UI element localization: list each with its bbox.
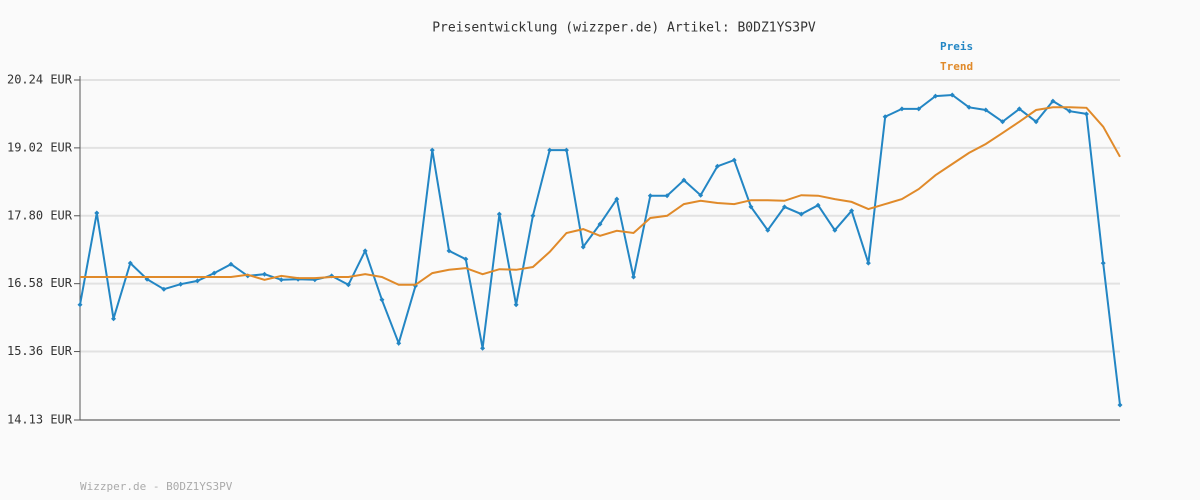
point-marker <box>614 196 620 202</box>
point-marker <box>278 277 284 283</box>
point-marker <box>580 244 586 250</box>
point-marker <box>597 221 603 227</box>
chart-title: Preisentwicklung (wizzper.de) Artikel: B… <box>432 21 816 36</box>
point-marker <box>362 248 368 254</box>
point-marker <box>396 340 402 346</box>
point-marker <box>798 211 804 217</box>
point-marker <box>815 202 821 208</box>
point-marker <box>463 256 469 262</box>
point-marker <box>916 106 922 112</box>
point-marker <box>782 204 788 210</box>
point-marker <box>949 92 955 98</box>
point-marker <box>932 93 938 99</box>
point-marker <box>882 114 888 120</box>
point-marker <box>178 281 184 287</box>
point-marker <box>748 204 754 210</box>
y-tick-label: 17.80 EUR <box>7 208 73 222</box>
point-marker <box>480 345 486 351</box>
point-marker <box>1033 119 1039 125</box>
y-tick-label: 19.02 EUR <box>7 140 73 154</box>
point-marker <box>899 106 905 112</box>
point-marker <box>714 163 720 169</box>
series-line <box>79 93 1121 406</box>
point-marker <box>765 227 771 233</box>
point-marker <box>1083 111 1089 117</box>
point-marker <box>513 302 519 308</box>
point-marker <box>77 302 83 308</box>
point-marker <box>849 208 855 214</box>
legend-label: Trend <box>940 60 973 73</box>
point-marker <box>345 282 351 288</box>
point-marker <box>111 316 117 322</box>
y-tick-label: 16.58 EUR <box>7 276 73 290</box>
point-marker <box>228 261 234 267</box>
point-marker <box>194 278 200 284</box>
point-marker <box>429 147 435 153</box>
point-marker <box>161 286 167 292</box>
point-marker <box>698 192 704 198</box>
point-marker <box>1000 119 1006 125</box>
point-marker <box>262 271 268 277</box>
legend-label: Preis <box>940 40 973 53</box>
point-marker <box>563 147 569 153</box>
y-tick-label: 20.24 EUR <box>7 73 73 87</box>
footer: Wizzper.de - B0DZ1YS3PV <box>80 480 233 493</box>
point-marker <box>547 147 553 153</box>
point-marker <box>983 107 989 113</box>
point-marker <box>832 227 838 233</box>
point-marker <box>1117 402 1123 408</box>
point-marker <box>966 104 972 110</box>
point-marker <box>530 213 536 219</box>
point-marker <box>94 210 100 216</box>
point-marker <box>1050 98 1056 104</box>
point-marker <box>1016 106 1022 112</box>
point-marker <box>496 211 502 217</box>
point-marker <box>446 248 452 254</box>
point-marker <box>647 193 653 199</box>
point-marker <box>211 270 217 276</box>
y-tick-label: 15.36 EUR <box>7 344 73 358</box>
point-marker <box>664 193 670 199</box>
point-marker <box>681 177 687 183</box>
point-marker <box>731 157 737 163</box>
point-marker <box>1100 260 1106 266</box>
point-marker <box>379 297 385 303</box>
point-marker <box>631 274 637 280</box>
point-marker <box>127 260 133 266</box>
point-marker <box>1067 108 1073 114</box>
series-line <box>80 106 1121 286</box>
point-marker <box>865 260 871 266</box>
y-tick-label: 14.13 EUR <box>7 413 73 427</box>
